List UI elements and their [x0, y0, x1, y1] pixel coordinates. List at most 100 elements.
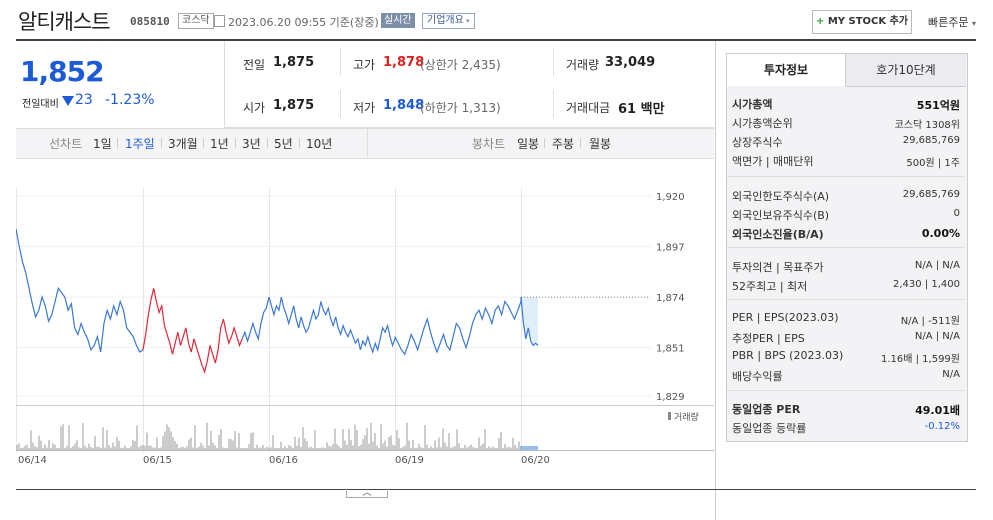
info-value: 2,430 | 1,400: [893, 279, 960, 290]
info-label: 추정PER | EPS: [732, 332, 805, 345]
info-value: 0.00%: [921, 227, 960, 240]
prev-label: 전일: [243, 58, 266, 72]
price-line: [394, 300, 522, 356]
price-panel: [16, 41, 225, 127]
x-tick-label: 06/15: [143, 455, 172, 466]
period-1y[interactable]: 1년: [210, 137, 229, 151]
col-divider: [553, 48, 554, 76]
upper-limit: (상한가 2,435): [420, 58, 501, 72]
current-price: 1,852: [20, 55, 105, 88]
y-tick-label: 1,897: [656, 243, 685, 254]
stock-code: 085810: [130, 15, 170, 28]
info-label: 외국인보유주식수(B): [732, 209, 830, 222]
timestamp: 2023.06.20 09:55 기준(장중): [228, 16, 379, 29]
info-value: N/A | -511원: [900, 316, 960, 327]
info-label: 투자의견 | 목표주가: [732, 261, 824, 274]
divider: [161, 138, 162, 148]
open-label: 시가: [243, 101, 266, 115]
price-chart[interactable]: 1,920 1,897 1,874 1,851 1,829 거래량 06/14 06/15 06…: [16, 158, 714, 468]
info-label: PBR | BPS (2023.03): [732, 349, 844, 362]
line-chart-label: 선차트: [49, 137, 83, 151]
info-value: 49.01배: [915, 404, 960, 417]
tab-invest-info[interactable]: 투자정보: [727, 54, 846, 86]
tab-quote-10[interactable]: 호가10단계: [846, 54, 966, 87]
change-label: 전일대비: [22, 99, 59, 110]
x-tick-label: 06/14: [18, 455, 47, 466]
info-label: 52주최고 | 최저: [732, 280, 808, 293]
market-badge: 코스닥: [178, 13, 214, 29]
amount-value: 61 백만: [618, 102, 665, 117]
info-value: 1.16배 | 1,599원: [880, 354, 960, 365]
info-value: 500원 | 1주: [906, 158, 960, 169]
info-label: 액면가 | 매매단위: [732, 155, 814, 168]
x-tick-label: 06/20: [521, 455, 550, 466]
col-divider: [340, 90, 341, 118]
candle-weekly[interactable]: 주봉: [552, 137, 575, 151]
info-value: 코스닥 1308위: [894, 120, 960, 131]
company-info-dropdown[interactable]: 기업개요 ▾: [422, 13, 475, 29]
high-value: 1,878: [383, 55, 425, 70]
lower-limit: (하한가 1,313): [420, 101, 501, 115]
quick-order-link[interactable]: 빠른주문 ▾: [928, 14, 976, 30]
info-label: 외국인소진율(B/A): [732, 228, 824, 241]
divider: [299, 138, 300, 148]
info-value: N/A | N/A: [914, 260, 960, 271]
info-label: 배당수익률: [732, 370, 783, 383]
divider: [235, 138, 236, 148]
period-3y[interactable]: 3년: [242, 137, 261, 151]
price-line: [268, 296, 396, 354]
col-divider: [340, 48, 341, 76]
divider: [117, 138, 118, 148]
section-divider: [727, 247, 965, 248]
change-rate: -1.23%: [105, 92, 155, 108]
period-10y[interactable]: 10년: [306, 137, 333, 151]
info-value: N/A: [942, 369, 960, 380]
period-1d[interactable]: 1일: [93, 137, 112, 151]
info-value: N/A | N/A: [914, 331, 960, 342]
plus-icon: +: [815, 16, 825, 27]
divider: [267, 138, 268, 148]
company-name: 알티캐스트: [18, 10, 111, 34]
volume-label: 거래량: [674, 411, 699, 423]
section-divider: [727, 299, 965, 300]
info-label: 외국인한도주식수(A): [732, 190, 830, 203]
open-value: 1,875: [273, 98, 315, 113]
period-bar-divider: [367, 128, 368, 157]
candle-monthly[interactable]: 월봉: [589, 137, 612, 151]
calendar-icon: [214, 15, 225, 27]
chevron-down-icon: ▾: [463, 17, 470, 25]
price-line-red: [142, 288, 243, 374]
y-tick-label: 1,829: [656, 392, 685, 403]
collapse-toggle-button[interactable]: ︿: [346, 489, 388, 498]
top-divider: [16, 39, 976, 41]
prev-value: 1,875: [273, 55, 315, 70]
candle-daily[interactable]: 일봉: [517, 137, 540, 151]
info-value: -0.12%: [924, 421, 960, 432]
bottom-divider: [16, 489, 976, 490]
section-divider: [727, 390, 965, 391]
divider: [203, 138, 204, 148]
high-label: 고가: [353, 58, 376, 72]
x-tick-label: 06/19: [395, 455, 424, 466]
info-label: 동일업종 등락률: [732, 422, 807, 435]
amount-label: 거래대금: [566, 101, 611, 115]
period-1w[interactable]: 1주일: [125, 137, 155, 151]
right-panel-divider: [715, 41, 716, 520]
my-stock-add-button[interactable]: + MY STOCK 추가: [812, 10, 912, 34]
my-stock-label: MY STOCK 추가: [827, 16, 909, 27]
info-label: 상장주식수: [732, 136, 783, 149]
info-label: PER | EPS(2023.03): [732, 311, 839, 324]
realtime-button[interactable]: 실시간: [381, 13, 415, 28]
period-5y[interactable]: 5년: [274, 137, 293, 151]
info-value: 29,685,769: [902, 135, 960, 146]
change-value: 23: [75, 92, 93, 108]
y-tick-label: 1,920: [656, 192, 685, 203]
y-tick-label: 1,851: [656, 344, 685, 355]
period-3m[interactable]: 3개월: [168, 137, 198, 151]
col-divider: [553, 90, 554, 118]
info-value: 29,685,769: [902, 189, 960, 200]
period-bar: [16, 128, 714, 159]
low-value: 1,848: [383, 98, 425, 113]
volume-value: 33,049: [605, 55, 656, 70]
candle-chart-label: 봉차트: [472, 137, 506, 151]
